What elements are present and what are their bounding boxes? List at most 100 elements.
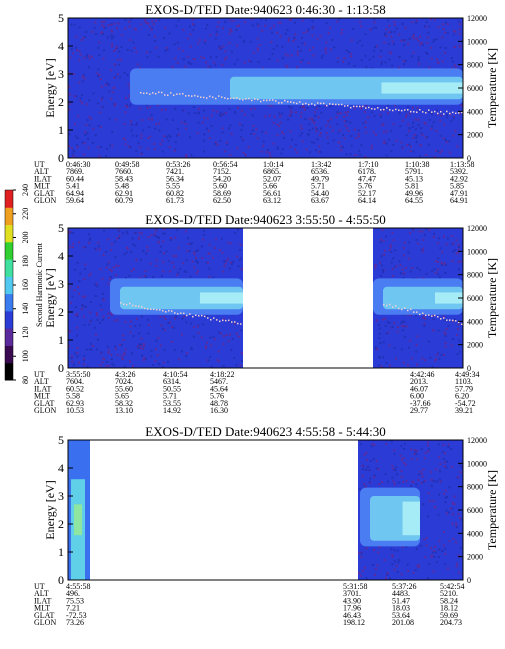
temperature-dot: [437, 112, 439, 115]
table-row-label: MLT: [34, 392, 50, 401]
speckle: [411, 21, 414, 24]
speckle: [130, 352, 133, 355]
speckle: [155, 228, 158, 231]
speckle: [162, 270, 165, 273]
speckle: [441, 261, 444, 264]
speckle: [394, 265, 397, 268]
speckle: [106, 263, 109, 266]
speckle: [394, 357, 397, 360]
speckle: [153, 142, 156, 145]
speckle: [90, 319, 93, 322]
speckle: [73, 23, 76, 26]
temperature-dot: [198, 315, 200, 317]
speckle: [392, 143, 395, 146]
speckle: [376, 564, 379, 567]
temperature-dot: [458, 112, 460, 114]
speckle: [336, 111, 339, 114]
speckle: [124, 348, 127, 351]
speckle: [412, 150, 415, 153]
speckle: [144, 357, 147, 360]
speckle: [453, 318, 456, 321]
speckle: [434, 506, 437, 509]
speckle: [153, 234, 156, 237]
speckle: [418, 230, 421, 233]
speckle: [458, 28, 461, 31]
speckle: [70, 48, 73, 51]
speckle: [157, 236, 160, 239]
speckle: [398, 55, 401, 58]
speckle: [110, 353, 113, 356]
temperature-dot: [272, 99, 274, 101]
colorbar-tick-label: 100: [21, 350, 30, 362]
speckle: [329, 105, 332, 108]
table-cell: 5:31:58: [343, 582, 367, 591]
speckle: [326, 136, 329, 139]
speckle: [391, 555, 394, 558]
speckle: [409, 314, 412, 317]
temperature-dot: [389, 109, 391, 111]
speckle: [374, 264, 377, 267]
speckle: [208, 243, 211, 246]
speckle: [427, 492, 430, 495]
speckle: [452, 134, 455, 137]
speckle: [139, 347, 142, 350]
speckle: [171, 326, 174, 329]
speckle: [260, 18, 263, 21]
speckle: [409, 270, 412, 273]
speckle: [408, 241, 411, 244]
speckle: [257, 24, 260, 27]
speckle: [202, 323, 205, 326]
table-cell: 5.71: [163, 392, 177, 401]
speckle: [371, 144, 374, 147]
speckle: [340, 149, 343, 152]
speckle: [218, 249, 221, 252]
speckle: [84, 131, 87, 134]
spectrum-fill: [74, 504, 82, 536]
speckle: [414, 128, 417, 131]
speckle: [93, 26, 96, 29]
speckle: [76, 261, 79, 264]
speckle: [230, 30, 233, 33]
speckle: [284, 53, 287, 56]
speckle: [237, 24, 240, 27]
speckle: [143, 19, 146, 22]
temperature-dot: [251, 99, 253, 102]
speckle: [403, 442, 406, 445]
speckle: [406, 144, 409, 147]
temperature-dot: [230, 97, 232, 100]
table-row-label: GLON: [34, 618, 56, 627]
table-cell: 5.66: [263, 182, 277, 191]
speckle: [393, 346, 396, 349]
table-row-label: ILAT: [34, 596, 51, 605]
speckle: [379, 55, 382, 58]
speckle: [442, 315, 445, 318]
speckle: [416, 449, 419, 452]
speckle: [84, 246, 87, 249]
speckle: [410, 484, 413, 487]
speckle: [107, 349, 110, 352]
speckle: [242, 39, 245, 42]
speckle: [153, 35, 156, 38]
speckle: [364, 33, 367, 36]
speckle: [393, 483, 396, 486]
speckle: [270, 31, 273, 34]
speckle: [459, 517, 462, 520]
speckle: [221, 127, 224, 130]
speckle: [434, 271, 437, 274]
speckle: [425, 544, 428, 547]
speckle: [154, 39, 157, 42]
speckle: [459, 45, 462, 48]
speckle: [432, 40, 435, 43]
speckle: [434, 149, 437, 152]
speckle: [385, 28, 388, 31]
speckle: [419, 43, 422, 46]
speckle: [437, 329, 440, 332]
speckle: [155, 235, 158, 238]
speckle: [87, 146, 90, 149]
speckle: [216, 358, 219, 361]
speckle: [202, 150, 205, 153]
speckle: [445, 243, 448, 246]
temperature-dot: [149, 93, 151, 95]
speckle: [224, 111, 227, 114]
speckle: [110, 269, 113, 272]
